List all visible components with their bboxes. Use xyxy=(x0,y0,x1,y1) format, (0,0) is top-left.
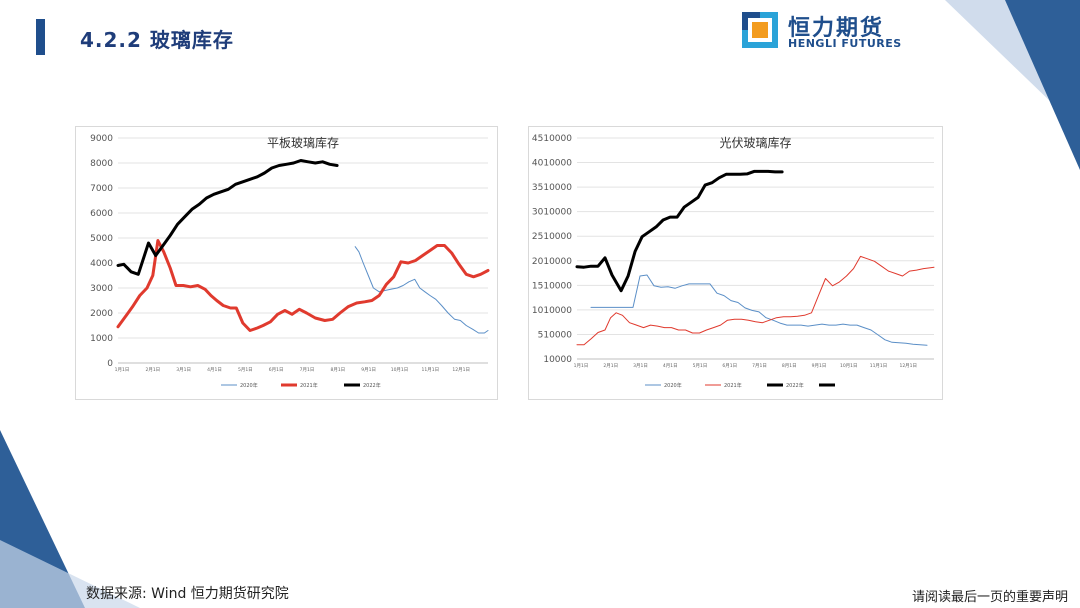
x-tick-label: 2月1日 xyxy=(603,363,618,369)
y-tick-label: 0 xyxy=(107,359,113,369)
series-line-2021年 xyxy=(576,255,935,346)
x-tick-label: 7月1日 xyxy=(300,367,315,373)
x-tick-label: 3月1日 xyxy=(633,363,648,369)
disclaimer-note: 请阅读最后一页的重要声明 xyxy=(911,590,1068,605)
y-tick-label: 1510000 xyxy=(532,281,572,291)
x-tick-label: 4月1日 xyxy=(663,363,678,369)
chart-flat-glass-inventory: 0 1000 2000 3000 4000 5000 6000 7000 8000 9000 1月1… xyxy=(90,134,490,389)
legend-label: 2022年 xyxy=(786,382,804,389)
title-accent-bar xyxy=(36,19,45,55)
chart-title: 平板玻璃库存 xyxy=(267,135,339,150)
legend-label: 2021年 xyxy=(300,382,318,389)
x-tick-label: 7月1日 xyxy=(752,363,767,369)
y-tick-label: 4000 xyxy=(90,259,113,269)
y-tick-label: 8000 xyxy=(90,159,113,169)
series-line-2022年 xyxy=(575,169,784,293)
x-tick-label: 1月1日 xyxy=(574,363,589,369)
page-title: 4.2.2 玻璃库存 xyxy=(80,28,234,52)
y-tick-label: 3000 xyxy=(90,284,113,294)
y-tick-label: 510000 xyxy=(538,330,573,340)
y-tick-label: 7000 xyxy=(90,184,113,194)
x-tick-label: 12月1日 xyxy=(452,367,470,373)
x-tick-label: 12月1日 xyxy=(899,363,917,369)
y-tick-label: 5000 xyxy=(90,234,113,244)
x-tick-label: 5月1日 xyxy=(238,367,253,373)
x-tick-label: 10月1日 xyxy=(391,367,409,373)
logo-mark-icon xyxy=(742,12,778,48)
y-tick-label: 2510000 xyxy=(532,232,572,242)
series-line-2020年 xyxy=(354,246,489,334)
y-tick-label: 3510000 xyxy=(532,183,572,193)
y-tick-label: 6000 xyxy=(90,209,113,219)
x-tick-label: 11月1日 xyxy=(870,363,888,369)
chart-pv-glass-inventory: 10000 510000 1010000 1510000 2010000 2510000 3… xyxy=(532,134,935,389)
x-tick-label: 5月1日 xyxy=(693,363,708,369)
y-tick-label: 4510000 xyxy=(532,134,572,144)
legend-label: 2020年 xyxy=(664,382,682,389)
chart-panel-pv-glass: 10000 510000 1010000 1510000 2010000 2510000 3… xyxy=(528,126,943,400)
company-logo: 恒力期货 HENGLI FUTURES xyxy=(742,10,912,52)
legend-label: 2021年 xyxy=(724,382,742,389)
corner-decoration-top-right xyxy=(945,0,1080,170)
x-tick-label: 9月1日 xyxy=(361,367,376,373)
x-tick-label: 3月1日 xyxy=(176,367,191,373)
x-tick-label: 10月1日 xyxy=(840,363,858,369)
x-tick-label: 4月1日 xyxy=(207,367,222,373)
y-tick-label: 2000 xyxy=(90,309,113,319)
x-tick-label: 9月1日 xyxy=(812,363,827,369)
logo-name-en: HENGLI FUTURES xyxy=(788,37,902,50)
data-source-note: 数据来源: Wind 恒力期货研究院 xyxy=(86,586,289,602)
y-tick-label: 1000 xyxy=(90,334,113,344)
series-line-2021年 xyxy=(116,239,490,332)
chart-panel-flat-glass: 0 1000 2000 3000 4000 5000 6000 7000 8000 9000 1月1… xyxy=(75,126,498,400)
y-tick-label: 3010000 xyxy=(532,208,572,218)
x-tick-label: 2月1日 xyxy=(145,367,160,373)
x-tick-label: 6月1日 xyxy=(722,363,737,369)
y-tick-label: 9000 xyxy=(90,134,113,144)
logo-name-cn: 恒力期货 xyxy=(788,16,885,41)
x-tick-label: 8月1日 xyxy=(782,363,797,369)
chart-title: 光伏玻璃库存 xyxy=(719,135,791,150)
series-line-2022年 xyxy=(116,159,339,276)
x-tick-label: 6月1日 xyxy=(269,367,284,373)
corner-decoration-bottom-left xyxy=(0,430,140,608)
y-tick-label: 1010000 xyxy=(532,306,572,316)
legend-label: 2020年 xyxy=(240,382,258,389)
x-tick-label: 8月1日 xyxy=(330,367,345,373)
y-tick-label: 10000 xyxy=(543,355,572,365)
legend-label: 2022年 xyxy=(363,382,381,389)
y-tick-label: 4010000 xyxy=(532,159,572,169)
x-tick-label: 11月1日 xyxy=(422,367,440,373)
series-line-2020年 xyxy=(590,274,928,346)
x-tick-label: 1月1日 xyxy=(115,367,130,373)
y-tick-label: 2010000 xyxy=(532,257,572,267)
